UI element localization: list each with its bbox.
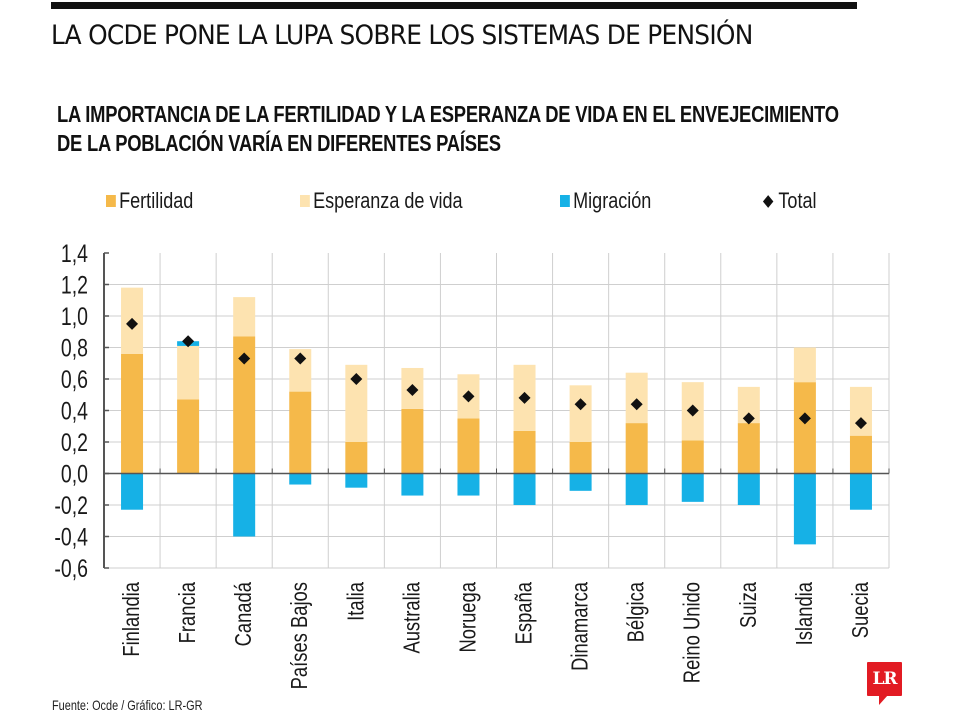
bar-migracion <box>849 473 872 510</box>
bar-esperanza-de-vida <box>177 345 200 400</box>
total-marker <box>182 335 195 348</box>
x-tick-label: Países Bajos <box>287 582 312 689</box>
bar-fertilidad <box>289 391 312 474</box>
y-tick-label: 0,8 <box>61 334 88 362</box>
legend-label: Esperanza de vida <box>313 188 463 213</box>
total-marker <box>742 412 755 425</box>
y-tick-label: 0,2 <box>61 429 88 457</box>
total-marker <box>630 398 643 411</box>
total-marker <box>238 352 251 365</box>
total-marker <box>518 391 531 404</box>
bar-esperanza-de-vida <box>737 386 760 424</box>
total-marker <box>798 412 811 425</box>
x-tick-label: Francia <box>175 582 200 644</box>
bar-fertilidad <box>121 353 144 474</box>
bar-migracion <box>121 473 144 510</box>
y-tick-label: 1,2 <box>61 271 88 299</box>
total-marker <box>350 373 363 385</box>
bar-fertilidad <box>569 442 592 474</box>
bar-migracion <box>513 473 536 505</box>
page-title: LA OCDE PONE LA LUPA SOBRE LOS SISTEMAS … <box>51 20 753 51</box>
bar-migracion <box>793 473 816 545</box>
bar-migracion <box>569 473 592 491</box>
bar-migracion <box>625 473 648 505</box>
source-note: Fuente: Ocde / Gráfico: LR-GR <box>52 697 203 713</box>
x-tick-label: Reino Unido <box>680 582 705 683</box>
legend-swatch-fertilidad <box>106 195 116 207</box>
chart-subtitle-line-2: DE LA POBLACIÓN VARÍA EN DIFERENTES PAÍS… <box>57 130 501 156</box>
bar-esperanza-de-vida <box>569 385 592 442</box>
y-tick-label: -0,2 <box>54 492 88 520</box>
y-tick-label: 0,6 <box>61 366 88 394</box>
x-tick-label: Italia <box>343 582 368 621</box>
x-tick-label: Islandia <box>792 582 817 646</box>
bar-fertilidad <box>793 382 816 474</box>
x-tick-label: España <box>512 582 537 645</box>
bar-migracion <box>345 473 368 488</box>
x-tick-label: Australia <box>400 582 425 654</box>
bar-migracion <box>457 473 480 496</box>
x-tick-label: Dinamarca <box>568 582 593 671</box>
bar-fertilidad <box>177 399 200 474</box>
legend-item-migracion: Migración <box>560 187 651 215</box>
y-tick-label: -0,4 <box>54 523 88 551</box>
legend-swatch-migracion <box>560 195 570 207</box>
lr-logo: LR <box>867 662 902 705</box>
x-tick-label: Suiza <box>736 582 761 628</box>
x-tick-label: Finlandia <box>119 582 144 657</box>
bar-fertilidad <box>737 423 760 474</box>
y-tick-label: 1,0 <box>61 303 88 331</box>
bar-fertilidad <box>345 442 368 474</box>
bar-esperanza-de-vida <box>625 372 648 424</box>
bar-migracion <box>401 473 424 496</box>
total-marker <box>462 390 475 403</box>
bar-fertilidad <box>233 336 256 474</box>
bar-fertilidad <box>625 423 648 474</box>
bar-fertilidad <box>849 435 872 474</box>
legend-label: Total <box>778 188 817 213</box>
legend-swatch-esperanza <box>300 195 310 207</box>
legend-item-esperanza: Esperanza de vida <box>300 187 463 215</box>
x-tick-label: Canadá <box>231 582 256 647</box>
x-tick-label: Bélgica <box>624 582 649 643</box>
bar-fertilidad <box>457 418 480 474</box>
bar-fertilidad <box>401 408 424 474</box>
top-rule <box>51 2 857 9</box>
total-marker <box>686 404 699 417</box>
bar-esperanza-de-vida <box>793 347 816 383</box>
chart-subtitle: LA IMPORTANCIA DE LA FERTILIDAD Y LA ESP… <box>57 100 839 158</box>
legend-label: Fertilidad <box>119 188 194 213</box>
y-tick-label: 0,4 <box>61 397 88 425</box>
y-tick-label: -0,6 <box>54 555 88 583</box>
x-tick-label: Noruega <box>456 582 481 653</box>
legend-item-total: Total <box>762 187 817 215</box>
total-marker <box>854 417 867 430</box>
bar-migracion <box>737 473 760 505</box>
bar-migracion <box>289 473 312 485</box>
bar-migracion <box>233 473 256 537</box>
total-marker <box>126 317 139 330</box>
chart-subtitle-line-1: LA IMPORTANCIA DE LA FERTILIDAD Y LA ESP… <box>57 101 839 127</box>
total-marker <box>406 384 419 397</box>
bar-fertilidad <box>513 430 536 474</box>
total-marker <box>574 398 587 411</box>
bar-esperanza-de-vida <box>233 297 256 337</box>
bar-migracion <box>681 473 704 502</box>
x-tick-label: Suecia <box>848 582 873 639</box>
bar-esperanza-de-vida <box>345 364 368 442</box>
y-tick-label: 1,4 <box>61 240 88 268</box>
y-tick-label: 0,0 <box>61 460 88 488</box>
legend-label: Migración <box>573 188 652 213</box>
bar-fertilidad <box>681 440 704 474</box>
total-marker <box>294 352 307 365</box>
bar-esperanza-de-vida <box>289 349 312 392</box>
legend-item-fertilidad: Fertilidad <box>106 187 193 215</box>
